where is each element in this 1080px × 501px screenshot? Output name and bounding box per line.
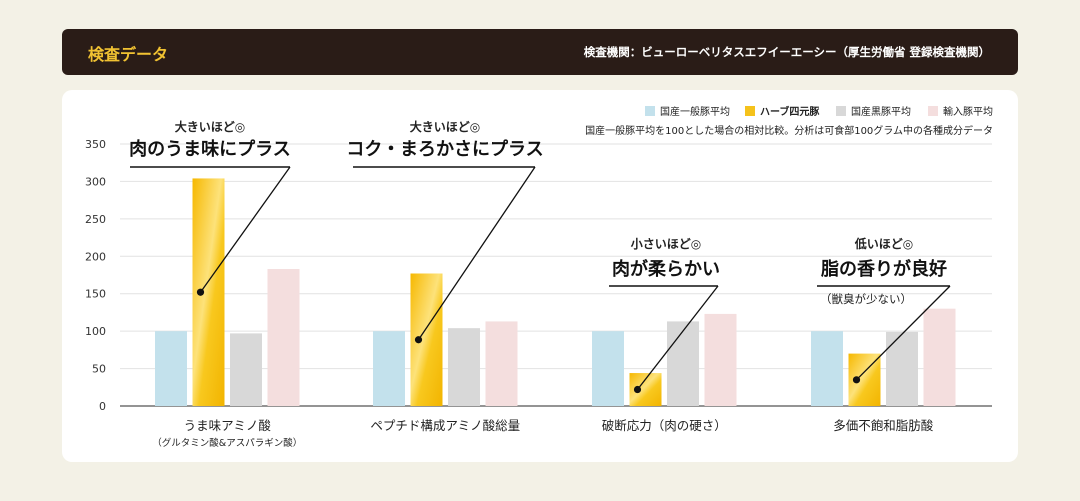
bar-4-4: [923, 308, 956, 406]
bar-1-4: [811, 331, 843, 406]
category-label: ペプチド構成アミノ酸総量: [370, 418, 520, 433]
annotation-small: 低いほど◎: [854, 236, 913, 251]
legend-swatch: [836, 106, 846, 116]
bar-4-3: [704, 313, 737, 406]
y-tick-label: 300: [85, 175, 106, 188]
bar-1-3: [592, 331, 624, 406]
annotation-small: 小さいほど◎: [631, 236, 701, 251]
legend-label: 国産一般豚平均: [660, 105, 730, 118]
y-tick-label: 350: [85, 138, 106, 151]
legend-swatch: [928, 106, 938, 116]
category-label: うま味アミノ酸: [184, 418, 272, 433]
legend-label: 国産黒豚平均: [851, 105, 911, 118]
annotation-dot: [196, 288, 205, 296]
category-label: 破断応力（肉の硬さ）: [602, 418, 727, 433]
bar-4-1: [267, 269, 300, 406]
annotation-dot: [633, 385, 642, 394]
bar-3-1: [230, 333, 262, 406]
chart-note: 国産一般豚平均を100とした場合の相対比較。分析は可食部100グラム中の各種成分…: [585, 124, 993, 137]
y-tick-label: 250: [85, 213, 106, 226]
inspection-agency: 検査機関：ビューローベリタスエフイーエーシー（厚生労働省 登録検査機関）: [583, 45, 990, 59]
y-tick-label: 50: [92, 363, 106, 376]
annotation-leader-line: [636, 285, 719, 390]
section-title: 検査データ: [88, 45, 169, 64]
bar-3-2: [448, 328, 480, 406]
bar-3-4: [886, 331, 918, 406]
legend-label: 輸入豚平均: [943, 105, 993, 118]
y-tick-label: 150: [85, 288, 106, 301]
annotation-small: 大きいほど◎: [175, 119, 245, 134]
legend-label: ハーブ四元豚: [760, 105, 819, 118]
annotation-heading: 脂の香りが良好: [821, 258, 947, 280]
y-tick-label: 200: [85, 250, 106, 263]
annotation-heading: 肉が柔らかい: [612, 258, 720, 280]
bar-3-3: [667, 321, 699, 406]
category-sublabel: （グルタミン酸&アスパラギン酸）: [152, 437, 302, 449]
annotation-sub: （獣臭が少ない）: [820, 292, 912, 306]
annotation-leader-line: [417, 166, 536, 341]
bar-1-1: [155, 331, 187, 406]
header-bar: 検査データ 検査機関：ビューローベリタスエフイーエーシー（厚生労働省 登録検査機…: [62, 29, 1018, 75]
annotation-leader-line: [199, 166, 291, 293]
legend-swatch: [645, 106, 655, 116]
annotation-heading: コク・まろかさにプラス: [346, 138, 543, 160]
y-tick-label: 0: [99, 400, 106, 413]
annotation-heading: 肉のうま味にプラス: [129, 138, 291, 160]
legend-swatch: [745, 106, 755, 116]
category-label: 多価不飽和脂肪酸: [833, 418, 934, 433]
annotation-dot: [414, 336, 423, 344]
bar-4-2: [485, 321, 518, 406]
annotation-dot: [852, 376, 861, 384]
bar-1-2: [373, 331, 405, 406]
annotation-small: 大きいほど◎: [410, 119, 480, 134]
annotation-leader-line: [856, 285, 951, 381]
y-tick-label: 100: [85, 325, 106, 338]
